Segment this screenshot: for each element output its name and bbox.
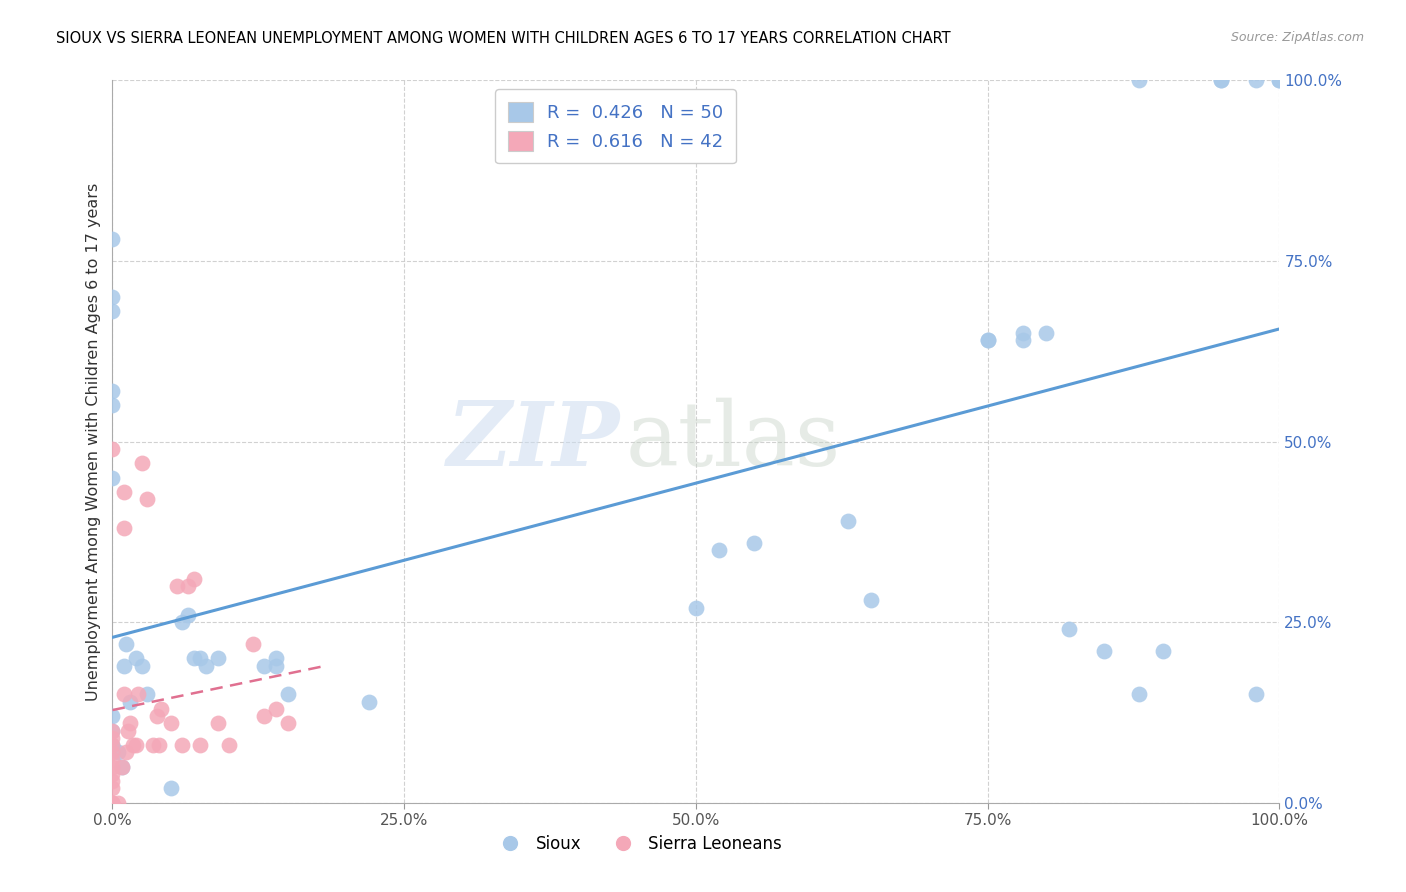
Point bbox=[136, 687, 159, 701]
Point bbox=[1268, 73, 1291, 87]
Point bbox=[101, 767, 124, 781]
Point bbox=[1209, 73, 1232, 87]
Point bbox=[207, 716, 229, 731]
Point bbox=[107, 745, 129, 759]
Point bbox=[136, 492, 159, 507]
Point bbox=[117, 723, 139, 738]
Point bbox=[160, 781, 183, 796]
Point bbox=[118, 695, 141, 709]
Point bbox=[148, 738, 170, 752]
Point bbox=[976, 334, 998, 348]
Point bbox=[218, 738, 240, 752]
Point bbox=[112, 687, 135, 701]
Point bbox=[101, 796, 124, 810]
Point bbox=[101, 442, 124, 456]
Point bbox=[146, 709, 169, 723]
Text: ZIP: ZIP bbox=[447, 399, 620, 484]
Point bbox=[101, 290, 124, 304]
Point bbox=[101, 398, 124, 412]
Point bbox=[1128, 73, 1150, 87]
Point bbox=[107, 796, 129, 810]
Point bbox=[150, 702, 173, 716]
Point bbox=[1209, 73, 1232, 87]
Point bbox=[1011, 334, 1033, 348]
Point bbox=[115, 637, 138, 651]
Point bbox=[166, 579, 188, 593]
Point bbox=[101, 774, 124, 789]
Point bbox=[685, 600, 707, 615]
Point bbox=[194, 658, 217, 673]
Text: Source: ZipAtlas.com: Source: ZipAtlas.com bbox=[1230, 31, 1364, 45]
Point bbox=[264, 651, 287, 665]
Point bbox=[131, 658, 153, 673]
Point bbox=[101, 731, 124, 745]
Point bbox=[264, 702, 287, 716]
Point bbox=[101, 760, 124, 774]
Text: SIOUX VS SIERRA LEONEAN UNEMPLOYMENT AMONG WOMEN WITH CHILDREN AGES 6 TO 17 YEAR: SIOUX VS SIERRA LEONEAN UNEMPLOYMENT AMO… bbox=[56, 31, 950, 46]
Point bbox=[101, 752, 124, 766]
Point bbox=[253, 658, 276, 673]
Point bbox=[172, 738, 194, 752]
Point bbox=[744, 535, 766, 549]
Point bbox=[207, 651, 229, 665]
Point bbox=[276, 687, 298, 701]
Point bbox=[1094, 644, 1116, 658]
Point bbox=[131, 456, 153, 470]
Point bbox=[242, 637, 264, 651]
Point bbox=[101, 384, 124, 398]
Point bbox=[976, 334, 998, 348]
Point bbox=[111, 760, 134, 774]
Point bbox=[127, 687, 149, 701]
Point bbox=[112, 658, 135, 673]
Point bbox=[1268, 73, 1291, 87]
Legend: Sioux, Sierra Leoneans: Sioux, Sierra Leoneans bbox=[486, 828, 789, 860]
Point bbox=[253, 709, 276, 723]
Point bbox=[101, 796, 124, 810]
Point bbox=[177, 579, 200, 593]
Point bbox=[101, 232, 124, 246]
Point bbox=[709, 542, 731, 557]
Point bbox=[101, 738, 124, 752]
Point bbox=[101, 745, 124, 759]
Point bbox=[264, 658, 287, 673]
Point bbox=[101, 738, 124, 752]
Point bbox=[1152, 644, 1174, 658]
Point bbox=[101, 304, 124, 318]
Point bbox=[101, 796, 124, 810]
Point bbox=[172, 615, 194, 630]
Text: atlas: atlas bbox=[626, 398, 841, 485]
Point bbox=[837, 514, 859, 528]
Point bbox=[125, 738, 148, 752]
Point bbox=[276, 716, 298, 731]
Y-axis label: Unemployment Among Women with Children Ages 6 to 17 years: Unemployment Among Women with Children A… bbox=[86, 183, 101, 700]
Point bbox=[1128, 687, 1150, 701]
Point bbox=[160, 716, 183, 731]
Point bbox=[142, 738, 165, 752]
Point bbox=[177, 607, 200, 622]
Point bbox=[125, 651, 148, 665]
Point bbox=[101, 781, 124, 796]
Point bbox=[1011, 326, 1033, 340]
Point bbox=[188, 651, 211, 665]
Point bbox=[1059, 623, 1081, 637]
Point bbox=[183, 651, 205, 665]
Point bbox=[101, 470, 124, 484]
Point bbox=[183, 572, 205, 586]
Point bbox=[1244, 687, 1267, 701]
Point bbox=[112, 485, 135, 500]
Point bbox=[188, 738, 211, 752]
Point bbox=[122, 738, 145, 752]
Point bbox=[1244, 73, 1267, 87]
Point bbox=[118, 716, 141, 731]
Point bbox=[101, 723, 124, 738]
Point bbox=[111, 760, 134, 774]
Point bbox=[112, 521, 135, 535]
Point bbox=[860, 593, 883, 607]
Point bbox=[359, 695, 381, 709]
Point bbox=[1035, 326, 1057, 340]
Point bbox=[101, 723, 124, 738]
Point bbox=[101, 709, 124, 723]
Point bbox=[115, 745, 138, 759]
